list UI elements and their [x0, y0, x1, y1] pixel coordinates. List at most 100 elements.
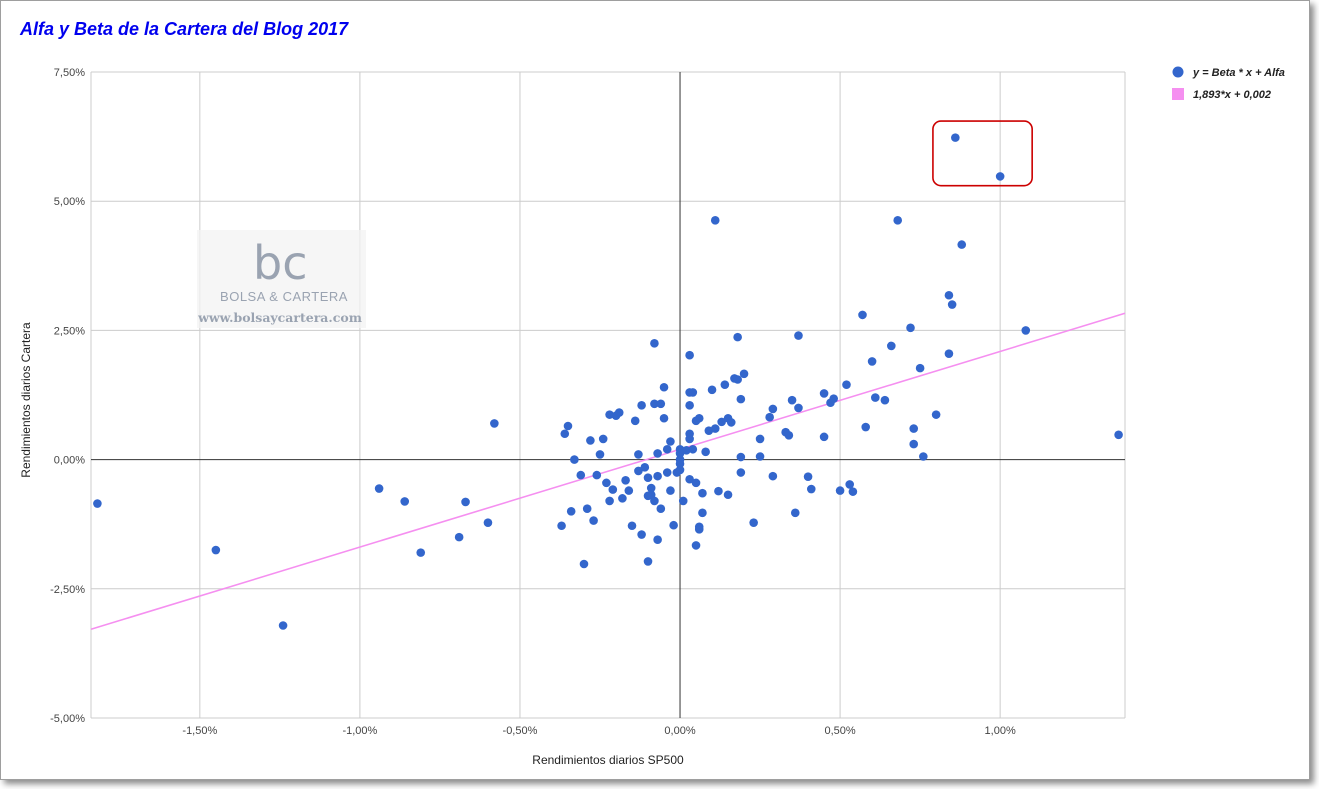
x-tick-label: -0,50% [503, 725, 538, 737]
scatter-point [557, 521, 566, 531]
scatter-point [867, 357, 877, 366]
scatter-point [688, 444, 698, 454]
scatter-point [627, 521, 637, 531]
scatter-point [650, 496, 659, 506]
scatter-point [710, 216, 720, 225]
scatter-point [656, 504, 666, 513]
scatter-point [957, 240, 967, 249]
scatter-point [691, 541, 701, 550]
scatter-point [400, 497, 410, 506]
scatter-point [848, 487, 858, 496]
watermark-logo: bc BOLSA & CARTERA www.bolsaycartera.com [197, 230, 366, 328]
scatter-point [675, 465, 685, 475]
scatter-point [755, 452, 765, 461]
scatter-point [736, 452, 746, 462]
zero-axes [91, 72, 1125, 718]
scatter-point [582, 504, 592, 513]
scatter-point [887, 341, 896, 351]
scatter-point [589, 516, 598, 525]
legend-scatter-marker [1172, 66, 1184, 78]
scatter-point [653, 449, 662, 458]
scatter-point [637, 401, 646, 410]
scatter-point [653, 535, 662, 545]
scatter-point [598, 434, 608, 444]
y-tick-label: -5,00% [50, 713, 85, 725]
scatter-point [621, 475, 630, 485]
scatter-point [736, 468, 746, 477]
scatter-point [685, 429, 694, 439]
scatter-point [643, 473, 653, 482]
scatter-point [861, 422, 870, 432]
scatter-point [794, 331, 803, 340]
scatter-point [768, 404, 778, 414]
scatter-point [787, 395, 797, 405]
scatter-point [947, 300, 957, 309]
scatter-point [710, 424, 720, 433]
scatter-point [416, 548, 426, 557]
scatter-point [592, 470, 602, 480]
scatter-point [694, 525, 704, 534]
scatter-point [93, 499, 102, 508]
scatter-point [845, 480, 854, 489]
highlight-box-layer [932, 120, 1033, 187]
scatter-point [723, 490, 733, 500]
scatter-point [1021, 326, 1031, 335]
trendline-path [90, 312, 1126, 631]
scatter-point [650, 339, 659, 348]
scatter-point [691, 478, 701, 488]
watermark-background [197, 230, 366, 328]
scatter-point [944, 290, 954, 300]
scatter-point [461, 497, 470, 507]
scatter-point [784, 431, 794, 440]
scatter-point [637, 530, 646, 539]
scatter-point [666, 486, 675, 495]
scatter-point [659, 382, 669, 392]
scatter-point [714, 486, 723, 496]
x-tick-label: -1,50% [182, 725, 217, 737]
scatter-point [688, 388, 698, 397]
scatter-point [608, 485, 618, 494]
scatter-point [698, 508, 707, 518]
scatter-point [765, 412, 774, 422]
scatter-point [662, 444, 672, 454]
scatter-point [1114, 430, 1123, 440]
scatter-point [211, 545, 221, 555]
scatter-point [675, 459, 685, 469]
y-axis-title: Rendimientos diarios Cartera [19, 322, 33, 478]
scatter-point [682, 445, 691, 455]
scatter-point [880, 395, 890, 405]
scatter-point [483, 518, 493, 527]
scatter-point [951, 133, 960, 142]
y-tick-label: -2,50% [50, 584, 85, 596]
x-tick-label: 1,00% [985, 725, 1016, 737]
scatter-point [909, 439, 919, 449]
scatter-point [806, 484, 816, 494]
scatter-point [630, 416, 640, 426]
scatter-point [995, 172, 1005, 181]
scatter-point [893, 216, 903, 225]
scatter-point [842, 380, 851, 389]
scatter-point [643, 557, 653, 566]
scatter-points [93, 133, 1123, 630]
scatter-point [794, 403, 803, 413]
scatter-point [605, 496, 614, 506]
scatter-point [490, 419, 499, 428]
grid [90, 71, 1126, 719]
scatter-point [858, 310, 867, 320]
scatter-point [278, 621, 288, 630]
chart-title: Alfa y Beta de la Cartera del Blog 2017 [19, 19, 349, 39]
legend: y = Beta * x + Alfa 1,893*x + 0,002 [1172, 66, 1285, 101]
scatter-point [618, 494, 627, 503]
scatter-point [374, 484, 384, 493]
y-tick-label: 7,50% [54, 67, 85, 79]
legend-scatter-label: y = Beta * x + Alfa [1192, 67, 1285, 79]
scatter-point [666, 437, 675, 446]
scatter-point [656, 399, 666, 409]
scatter-point [640, 463, 650, 472]
scatter-point [624, 486, 634, 495]
tick-labels: -5,00% -2,50% 0,00% 2,50% 5,00% 7,50% -1,50% -1… [50, 67, 1016, 737]
x-tick-label: 0,00% [664, 725, 695, 737]
y-tick-label: 0,00% [54, 455, 85, 467]
x-tick-label: -1,00% [342, 725, 377, 737]
